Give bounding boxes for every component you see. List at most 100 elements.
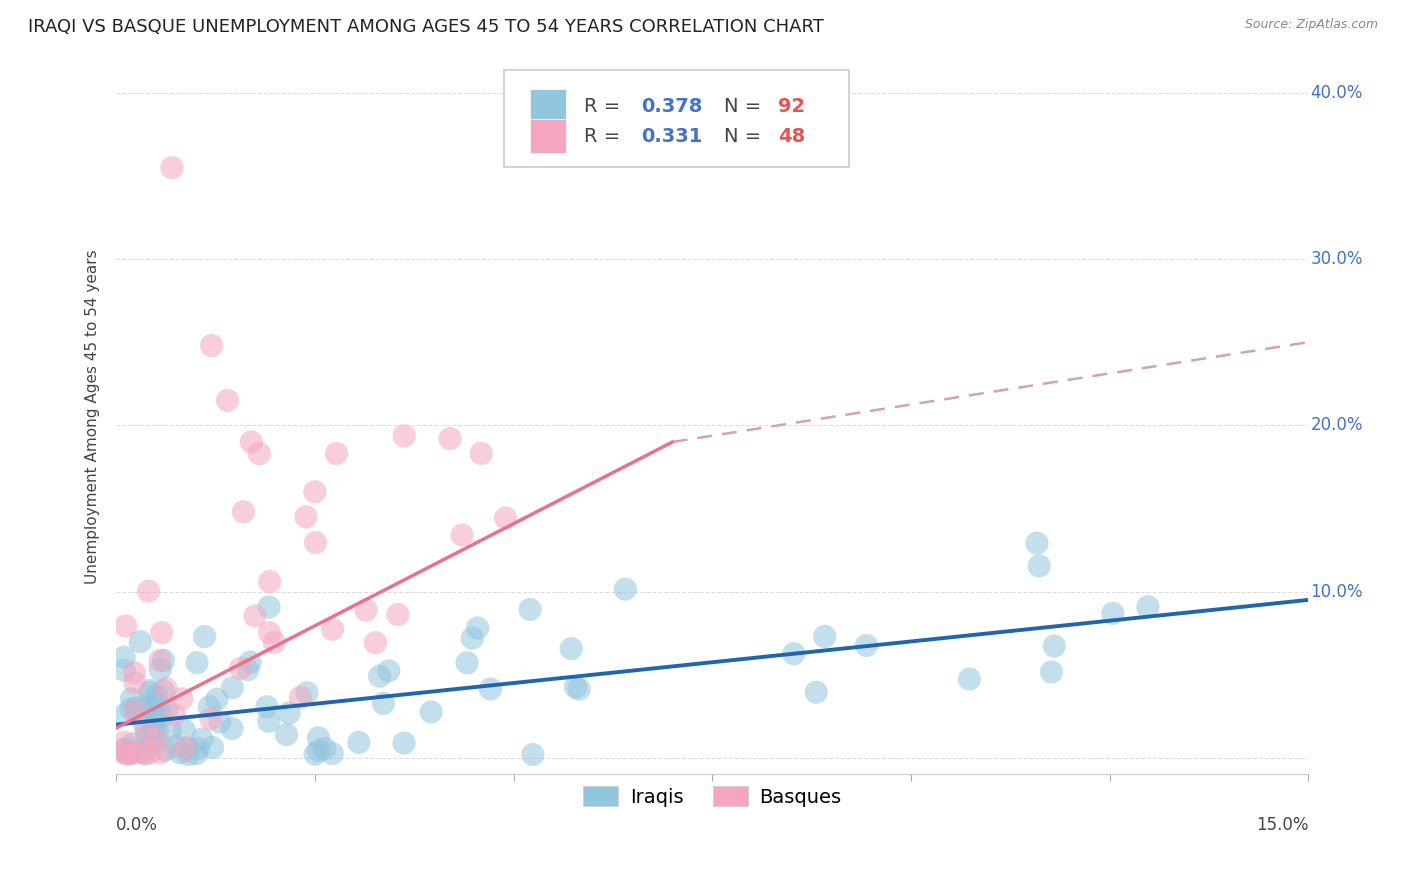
Point	[114, 707, 136, 722]
Point	[814, 629, 837, 643]
Point	[132, 746, 155, 760]
Point	[325, 446, 347, 460]
Text: 48: 48	[778, 127, 806, 145]
Point	[169, 746, 191, 760]
Point	[124, 704, 146, 718]
Point	[146, 723, 169, 738]
Text: 0.378: 0.378	[641, 96, 702, 116]
Legend: Iraqis, Basques: Iraqis, Basques	[575, 779, 849, 814]
Point	[236, 663, 259, 677]
Point	[135, 699, 157, 714]
Point	[124, 665, 146, 680]
Point	[139, 683, 162, 698]
Point	[112, 663, 135, 677]
Point	[256, 699, 278, 714]
Text: IRAQI VS BASQUE UNEMPLOYMENT AMONG AGES 45 TO 54 YEARS CORRELATION CHART: IRAQI VS BASQUE UNEMPLOYMENT AMONG AGES …	[28, 18, 824, 36]
Text: R =: R =	[583, 96, 626, 116]
Point	[257, 600, 280, 615]
Bar	[530, 119, 565, 153]
Point	[240, 434, 263, 449]
Point	[125, 746, 148, 760]
Text: Source: ZipAtlas.com: Source: ZipAtlas.com	[1244, 18, 1378, 31]
Point	[156, 703, 179, 717]
Point	[149, 663, 172, 677]
Bar	[530, 89, 565, 123]
Text: 20.0%: 20.0%	[1310, 417, 1362, 434]
Point	[201, 740, 224, 755]
Point	[959, 672, 981, 686]
Point	[201, 338, 224, 352]
Point	[193, 630, 215, 644]
Point	[232, 505, 254, 519]
Point	[143, 708, 166, 723]
Text: 0.0%: 0.0%	[117, 816, 157, 834]
Point	[149, 746, 172, 760]
Point	[177, 747, 200, 762]
Point	[221, 681, 243, 695]
Point	[451, 528, 474, 542]
Point	[118, 746, 141, 760]
Point	[112, 742, 135, 756]
Point	[467, 621, 489, 635]
Point	[127, 706, 149, 721]
Point	[257, 714, 280, 729]
Point	[217, 393, 239, 408]
Point	[392, 736, 415, 750]
Point	[263, 635, 285, 649]
Point	[243, 609, 266, 624]
Point	[149, 709, 172, 723]
Point	[368, 669, 391, 683]
Point	[114, 619, 136, 633]
Point	[135, 724, 157, 739]
Point	[259, 574, 281, 589]
Text: 30.0%: 30.0%	[1310, 250, 1362, 268]
Point	[1102, 607, 1125, 621]
Point	[125, 743, 148, 757]
Point	[150, 625, 173, 640]
Point	[159, 723, 181, 738]
Point	[139, 746, 162, 760]
Point	[121, 691, 143, 706]
Point	[387, 607, 409, 622]
Point	[148, 698, 170, 713]
Point	[120, 746, 142, 760]
Point	[191, 731, 214, 746]
FancyBboxPatch shape	[503, 70, 849, 167]
Point	[155, 681, 177, 696]
Point	[176, 741, 198, 756]
Point	[276, 727, 298, 741]
Text: 10.0%: 10.0%	[1310, 582, 1362, 600]
Point	[200, 712, 222, 726]
Point	[304, 484, 326, 499]
Point	[120, 702, 142, 716]
Point	[519, 602, 541, 616]
Point	[855, 639, 877, 653]
Point	[141, 734, 163, 748]
Point	[522, 747, 544, 762]
Point	[135, 729, 157, 743]
Point	[138, 584, 160, 599]
Point	[290, 690, 312, 705]
Point	[347, 735, 370, 749]
Point	[278, 706, 301, 720]
Point	[139, 685, 162, 699]
Text: 40.0%: 40.0%	[1310, 84, 1362, 102]
Point	[783, 647, 806, 661]
Point	[143, 697, 166, 711]
Point	[186, 656, 208, 670]
Text: R =: R =	[583, 127, 626, 145]
Point	[173, 741, 195, 756]
Point	[479, 682, 502, 697]
Point	[461, 631, 484, 645]
Point	[149, 653, 172, 667]
Point	[125, 701, 148, 715]
Point	[420, 705, 443, 719]
Point	[439, 432, 461, 446]
Point	[307, 731, 329, 745]
Point	[354, 603, 377, 617]
Point	[170, 691, 193, 706]
Point	[1136, 599, 1159, 614]
Point	[221, 722, 243, 736]
Text: 0.331: 0.331	[641, 127, 702, 145]
Point	[145, 731, 167, 746]
